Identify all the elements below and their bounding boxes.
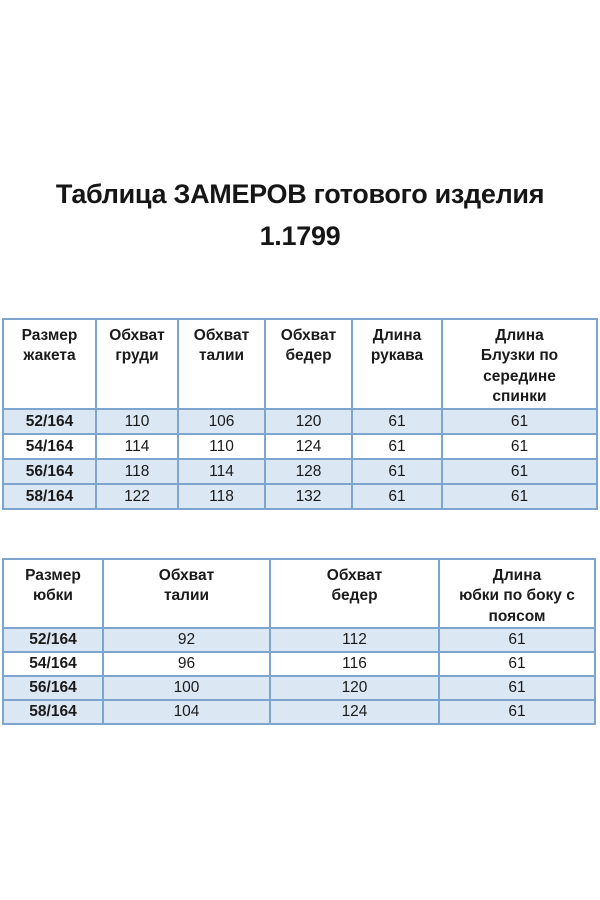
size-cell: 56/164: [2, 675, 104, 702]
value-cell: 110: [177, 433, 266, 460]
value-cell: 124: [269, 699, 440, 726]
table-row: 58/164 104 124 61: [2, 699, 596, 726]
size-cell: 52/164: [2, 627, 104, 654]
table-row: 54/164 114 110 124 61 61: [2, 433, 598, 460]
jacket-table-header-row: Размер жакета Обхват груди Обхват талии …: [2, 318, 598, 410]
value-cell: 92: [102, 627, 271, 654]
value-cell: 120: [264, 408, 353, 435]
value-cell: 114: [177, 458, 266, 485]
value-cell: 104: [102, 699, 271, 726]
value-cell: 112: [269, 627, 440, 654]
value-cell: 61: [438, 675, 596, 702]
value-cell: 110: [95, 408, 179, 435]
size-cell: 58/164: [2, 483, 97, 510]
value-cell: 61: [438, 699, 596, 726]
header-skirt-size: Размер юбки: [2, 557, 104, 630]
value-cell: 61: [351, 408, 443, 435]
header-sleeve-length: Длина рукава: [351, 318, 443, 410]
value-cell: 132: [264, 483, 353, 510]
skirt-measurements-table: Размер юбки Обхват талии Обхват бедер Дл…: [2, 557, 596, 726]
skirt-table-header-row: Размер юбки Обхват талии Обхват бедер Дл…: [2, 557, 596, 630]
value-cell: 100: [102, 675, 271, 702]
value-cell: 122: [95, 483, 179, 510]
value-cell: 61: [441, 458, 598, 485]
header-waist: Обхват талии: [102, 557, 271, 630]
size-cell: 54/164: [2, 433, 97, 460]
value-cell: 61: [441, 483, 598, 510]
page-title-line1: Таблица ЗАМЕРОВ готового изделия: [55, 179, 545, 209]
jacket-measurements-table: Размер жакета Обхват груди Обхват талии …: [2, 318, 598, 510]
value-cell: 114: [95, 433, 179, 460]
value-cell: 61: [438, 627, 596, 654]
value-cell: 106: [177, 408, 266, 435]
value-cell: 120: [269, 675, 440, 702]
size-cell: 54/164: [2, 651, 104, 678]
value-cell: 61: [438, 651, 596, 678]
table-row: 56/164 118 114 128 61 61: [2, 458, 598, 485]
header-blouse-back-length: Длина Блузки по середине спинки: [441, 318, 598, 410]
table-row: 58/164 122 118 132 61 61: [2, 483, 598, 510]
table-row: 56/164 100 120 61: [2, 675, 596, 702]
header-skirt-side-length: Длина юбки по боку с поясом: [438, 557, 596, 630]
value-cell: 118: [95, 458, 179, 485]
value-cell: 124: [264, 433, 353, 460]
size-cell: 58/164: [2, 699, 104, 726]
table-row: 54/164 96 116 61: [2, 651, 596, 678]
page-title-line2: 1.1799: [259, 221, 341, 251]
table-row: 52/164 110 106 120 61 61: [2, 408, 598, 435]
value-cell: 116: [269, 651, 440, 678]
size-cell: 56/164: [2, 458, 97, 485]
value-cell: 61: [351, 458, 443, 485]
header-waist: Обхват талии: [177, 318, 266, 410]
page-title: Таблица ЗАМЕРОВ готового изделия 1.1799: [0, 173, 600, 257]
header-chest: Обхват груди: [95, 318, 179, 410]
header-hips: Обхват бедер: [264, 318, 353, 410]
value-cell: 61: [441, 433, 598, 460]
size-cell: 52/164: [2, 408, 97, 435]
value-cell: 61: [441, 408, 598, 435]
value-cell: 128: [264, 458, 353, 485]
table-row: 52/164 92 112 61: [2, 627, 596, 654]
value-cell: 61: [351, 433, 443, 460]
value-cell: 96: [102, 651, 271, 678]
value-cell: 118: [177, 483, 266, 510]
value-cell: 61: [351, 483, 443, 510]
header-hips: Обхват бедер: [269, 557, 440, 630]
header-jacket-size: Размер жакета: [2, 318, 97, 410]
